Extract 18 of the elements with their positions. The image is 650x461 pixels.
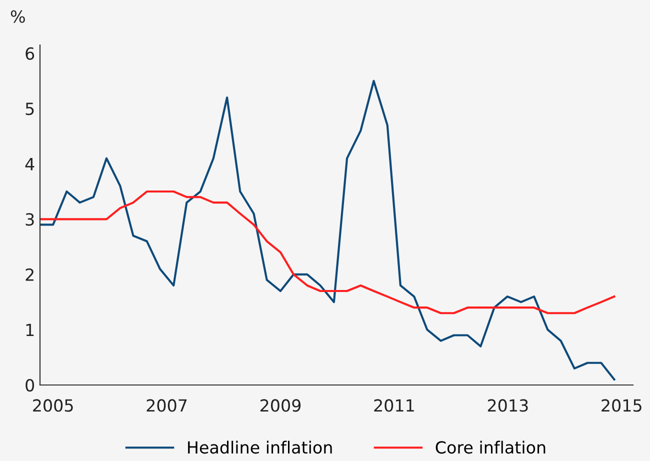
x-tick-label: 2011 [374, 399, 414, 412]
y-tick-label: 4 [25, 158, 34, 170]
x-tick-label: 2005 [33, 399, 73, 412]
y-tick-label: 5 [26, 102, 34, 116]
legend-label: Core inflation [436, 440, 546, 454]
legend-label: Headline inflation [188, 440, 332, 454]
line-series [40, 190, 616, 314]
x-tick-label: 2013 [488, 399, 528, 412]
x-tick-label: 2009 [260, 399, 301, 412]
y-tick-label: 2 [26, 268, 34, 281]
y-tick-label: 3 [26, 213, 34, 226]
y-axis-title: % [10, 10, 25, 23]
line-series [40, 80, 616, 381]
y-tick-label: 6 [26, 47, 34, 60]
x-tick-label: 2007 [146, 399, 187, 412]
x-tick-label: 2015 [602, 399, 642, 412]
y-tick-label: 0 [26, 378, 34, 392]
y-tick-label: 1 [26, 324, 34, 336]
